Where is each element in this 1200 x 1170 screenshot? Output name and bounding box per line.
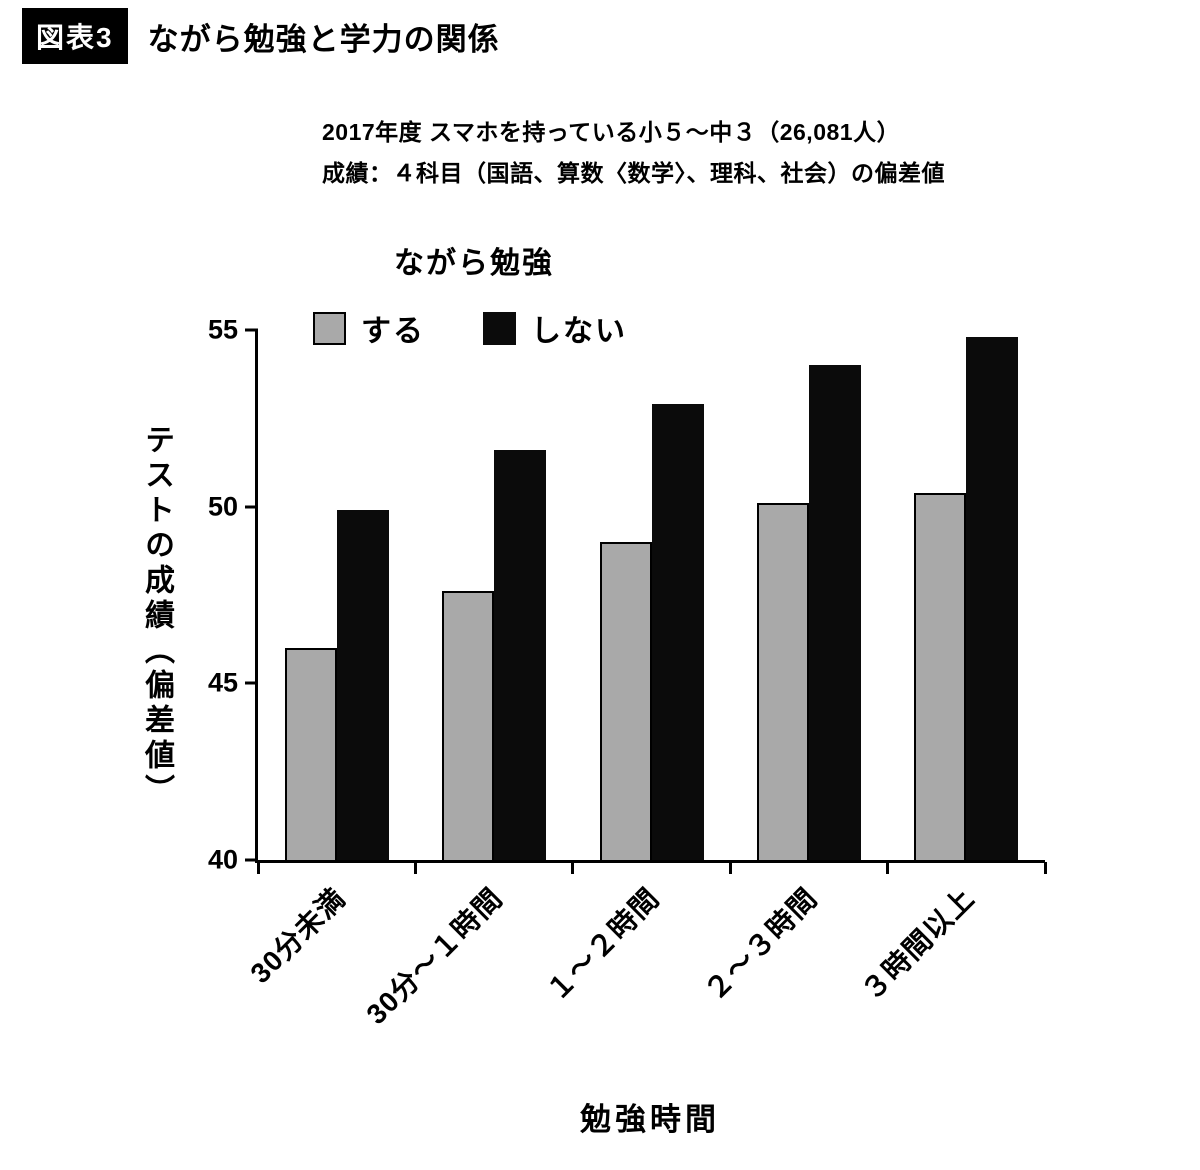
bar-suru-2: [599, 542, 652, 860]
bar-suru-4: [914, 492, 967, 860]
bar-shinai-2: [651, 404, 704, 860]
legend-title: ながら勉強: [394, 247, 554, 280]
x-axis-title: 勉強時間: [580, 1102, 720, 1137]
x-axis-label-2: １～２時間: [541, 882, 666, 1007]
legend-swatch-suru: [313, 311, 346, 345]
x-axis-label-4: ３時間以上: [856, 882, 981, 1007]
subtitle-line-2: 成績：４科目（国語、算数〈数学〉、理科、社会）の偏差値: [322, 160, 945, 186]
x-tick-mark-5: [1043, 862, 1047, 874]
bar-suru-1: [442, 591, 495, 860]
page-title: ながら勉強と学力の関係: [147, 21, 500, 57]
x-axis-label-0: 30分未満: [243, 882, 351, 990]
legend-item-shinai: しない: [483, 306, 627, 350]
bar-group-3: [730, 330, 887, 860]
bar-group-4: [888, 330, 1045, 860]
legend: する しない: [313, 306, 627, 350]
figure-number-badge: 図表3: [22, 8, 128, 64]
y-tick-mark-45: [245, 681, 258, 685]
legend-swatch-shinai: [483, 311, 516, 345]
x-axis-label-1: 30分～１時間: [360, 882, 509, 1031]
header: 図表3 ながら勉強と学力の関係: [22, 8, 500, 64]
bar-group-2: [573, 330, 730, 860]
x-tick-mark-1: [413, 862, 417, 874]
y-tick-mark-55: [245, 328, 258, 332]
chart-subtitle: 2017年度 スマホを持っている小５～中３（26,081人） 成績：４科目（国語…: [322, 112, 945, 194]
bar-suru-3: [756, 503, 809, 860]
x-tick-mark-4: [886, 862, 890, 874]
bar-group-0: [258, 330, 415, 860]
y-tick-label-55: 55: [207, 314, 238, 345]
bar-shinai-1: [494, 450, 547, 860]
subtitle-line-1: 2017年度 スマホを持っている小５～中３（26,081人）: [322, 119, 901, 145]
bar-shinai-0: [336, 510, 389, 860]
y-axis-ticks: 40 45 50 55: [208, 315, 1045, 875]
bars-container: [258, 330, 1045, 860]
legend-label-suru: する: [361, 315, 425, 348]
y-axis-title: テストの成績（偏差値）: [140, 424, 173, 809]
plot-area: 40 45 50 55 30分未満 30分～１時間 １～２時間 ２～３時間 ３時間以上: [208, 315, 1047, 1030]
y-tick-mark-40: [245, 858, 258, 862]
y-tick-mark-50: [245, 505, 258, 509]
x-tick-mark-2: [571, 862, 575, 874]
legend-item-suru: する: [313, 306, 425, 350]
x-tick-mark-3: [728, 862, 732, 874]
bar-suru-0: [284, 648, 337, 860]
y-tick-label-50: 50: [207, 491, 238, 522]
y-tick-label-40: 40: [207, 844, 238, 875]
y-tick-label-45: 45: [207, 667, 238, 698]
legend-label-shinai: しない: [531, 315, 627, 348]
bar-group-1: [415, 330, 572, 860]
x-axis-label-3: ２～３時間: [698, 882, 824, 1007]
x-tick-mark-0: [256, 862, 260, 874]
bar-shinai-4: [966, 337, 1019, 860]
bar-shinai-3: [808, 365, 861, 860]
